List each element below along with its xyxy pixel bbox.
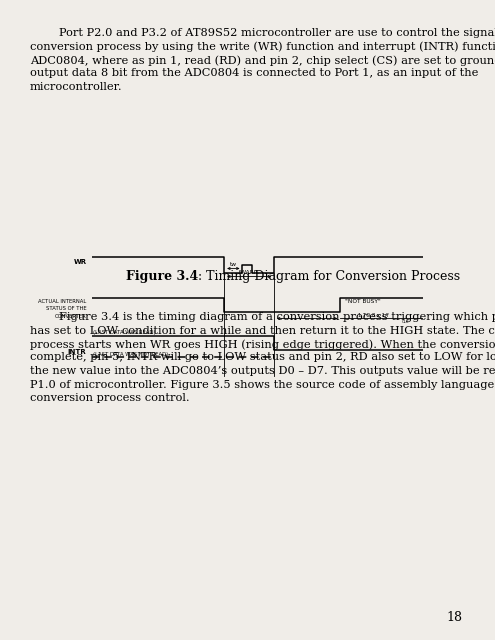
Text: (LAST DATA WAS NOT READ): (LAST DATA WAS NOT READ) (93, 352, 168, 357)
Text: Port P2.0 and P3.2 of AT89S52 microcontroller are use to control the signal: Port P2.0 and P3.2 of AT89S52 microcontr… (30, 28, 495, 38)
Text: 1 TO 8 x 1/f: 1 TO 8 x 1/f (358, 312, 389, 317)
Text: "NOT BUSY": "NOT BUSY" (346, 299, 381, 303)
Text: (LAST DATA WAS READ): (LAST DATA WAS READ) (93, 330, 156, 335)
Text: conversion process control.: conversion process control. (30, 393, 190, 403)
Text: Figure 3.4 is the timing diagram of a conversion process triggering which pin 3,: Figure 3.4 is the timing diagram of a co… (30, 312, 495, 322)
Text: microcontroller.: microcontroller. (30, 82, 123, 92)
Text: complete, pin 5, INTR will go to LOW status and pin 2, RD also set to LOW for lo: complete, pin 5, INTR will go to LOW sta… (30, 353, 495, 362)
Text: output data 8 bit from the ADC0804 is connected to Port 1, as an input of the: output data 8 bit from the ADC0804 is co… (30, 68, 478, 79)
Text: has set to LOW condition for a while and then return it to the HIGH state. The c: has set to LOW condition for a while and… (30, 326, 495, 335)
Text: : Timing Diagram for Conversion Process: : Timing Diagram for Conversion Process (198, 270, 460, 283)
Text: INTR: INTR (68, 349, 87, 355)
Text: STATUS OF THE: STATUS OF THE (46, 307, 87, 311)
Text: conversion process by using the write (WR) function and interrupt (INTR) functio: conversion process by using the write (W… (30, 42, 495, 52)
Text: CLK: CLK (401, 321, 409, 324)
Text: WR: WR (73, 259, 87, 265)
Text: tWARIL: tWARIL (239, 270, 259, 275)
Text: tw: tw (230, 262, 237, 268)
Text: 18: 18 (446, 611, 462, 624)
Text: Figure 3.4: Figure 3.4 (126, 270, 198, 283)
Text: CONVERTER: CONVERTER (55, 314, 87, 319)
Text: P1.0 of microcontroller. Figure 3.5 shows the source code of assembly language f: P1.0 of microcontroller. Figure 3.5 show… (30, 380, 495, 390)
Text: process starts when WR goes HIGH (rising edge triggered). When the conversion pr: process starts when WR goes HIGH (rising… (30, 339, 495, 349)
Text: ACTUAL INTERNAL: ACTUAL INTERNAL (38, 299, 87, 303)
Text: the new value into the ADC0804’s outputs D0 – D7. This outputs value will be rea: the new value into the ADC0804’s outputs… (30, 366, 495, 376)
Text: ADC0804, where as pin 1, read (RD) and pin 2, chip select (CS) are set to ground: ADC0804, where as pin 1, read (RD) and p… (30, 55, 495, 65)
